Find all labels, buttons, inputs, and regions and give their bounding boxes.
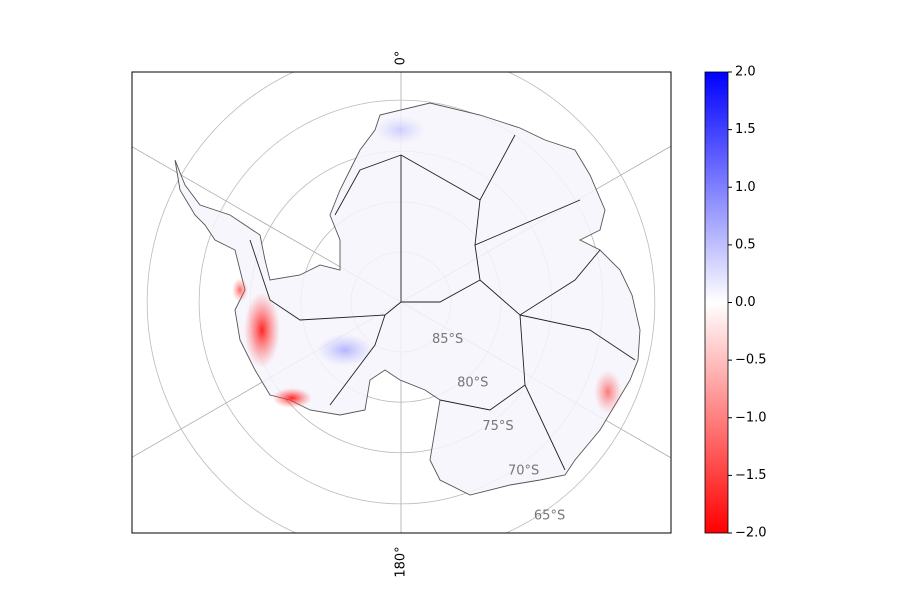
meridian-label: 0° bbox=[394, 51, 409, 66]
colorbar-tick-label: 0.0 bbox=[735, 295, 756, 310]
parallel-label: 85°S bbox=[432, 332, 463, 347]
colorbar-tick-label: 2.0 bbox=[735, 65, 756, 80]
colorbar-tick-label: −1.0 bbox=[735, 410, 767, 425]
parallel-line bbox=[146, 72, 656, 533]
meridian-label: 180° bbox=[394, 546, 409, 577]
colorbar-tick-label: 1.5 bbox=[735, 122, 756, 137]
melt-region bbox=[232, 278, 248, 302]
gain-region bbox=[317, 334, 373, 366]
parallel-label: 70°S bbox=[508, 463, 539, 478]
basin-boundaries bbox=[249, 134, 636, 471]
map-frame bbox=[131, 71, 672, 534]
colorbar-tick-label: 1.0 bbox=[735, 180, 756, 195]
colorbar bbox=[704, 71, 729, 534]
parallel-label: 80°S bbox=[457, 375, 488, 390]
colorbar-tick-label: 0.5 bbox=[735, 237, 756, 252]
melt-region bbox=[272, 388, 312, 408]
gain-region bbox=[375, 116, 425, 144]
continent bbox=[174, 102, 641, 496]
melt-region bbox=[244, 292, 280, 368]
parallel-label: 65°S bbox=[534, 508, 565, 523]
colorbar-tick-label: −1.5 bbox=[735, 468, 767, 483]
parallel-label: 75°S bbox=[482, 419, 513, 434]
melt-region bbox=[594, 370, 622, 414]
meridian-line bbox=[132, 146, 402, 303]
colorbar-tick-label: −0.5 bbox=[735, 353, 767, 368]
colorbar-tick-label: −2.0 bbox=[735, 526, 767, 541]
